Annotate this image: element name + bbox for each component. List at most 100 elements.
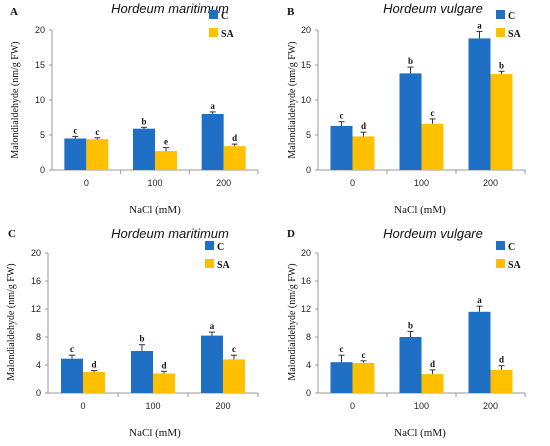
x-tick-label: 200	[215, 401, 230, 411]
significance-label: d	[430, 359, 435, 369]
x-tick-label: 100	[414, 178, 429, 188]
legend-swatch-c	[205, 241, 214, 250]
bar-c	[468, 38, 491, 171]
significance-label: d	[161, 360, 166, 370]
x-tick-label: 100	[414, 401, 429, 411]
x-axis-label: NaCl (mM)	[394, 427, 446, 439]
significance-label: b	[408, 320, 413, 330]
bar-sa	[83, 372, 105, 393]
legend-swatch-c	[209, 10, 218, 19]
chart-panel-c: C Hordeum maritimum048121620Malondialdehy…	[6, 226, 259, 439]
y-tick-label: 20	[301, 25, 311, 35]
x-tick-label: 0	[80, 401, 85, 411]
legend-label: SA	[221, 29, 235, 40]
y-axis-label: Malondialdehyde (nm/g FW)	[10, 41, 21, 158]
legend-swatch-c	[496, 241, 505, 250]
y-tick-label: 0	[36, 388, 41, 398]
y-tick-label: 12	[31, 304, 41, 314]
bar-sa	[352, 136, 375, 170]
bar-c	[201, 335, 223, 393]
chart-title: Hordeum maritimum	[111, 1, 229, 16]
significance-label: d	[361, 121, 366, 131]
bar-c	[201, 114, 224, 170]
y-tick-label: 10	[35, 95, 45, 105]
significance-label: d	[91, 360, 96, 370]
bar-c	[64, 138, 87, 170]
significance-label: c	[362, 350, 366, 360]
x-tick-label: 100	[147, 178, 162, 188]
legend: C SA	[205, 241, 231, 271]
x-tick-label: 100	[145, 401, 160, 411]
y-tick-label: 0	[306, 165, 311, 175]
significance-label: a	[477, 295, 482, 305]
bar-c	[330, 125, 353, 170]
bar-sa	[490, 369, 513, 393]
significance-label: c	[340, 111, 344, 121]
y-tick-label: 0	[306, 388, 311, 398]
y-tick-label: 4	[36, 360, 41, 370]
significance-label: b	[141, 116, 146, 126]
y-tick-label: 12	[301, 304, 311, 314]
bar-sa	[223, 146, 246, 170]
y-tick-label: 8	[306, 332, 311, 342]
y-tick-label: 20	[301, 248, 311, 258]
bar-c	[131, 351, 153, 393]
legend-swatch-sa	[209, 28, 218, 37]
significance-label: a	[210, 101, 215, 111]
y-tick-label: 4	[306, 360, 311, 370]
panel-label: B	[287, 6, 295, 18]
legend-label: SA	[508, 260, 522, 271]
chart-title: Hordeum vulgare	[383, 226, 483, 241]
chart-title: Hordeum maritimum	[111, 226, 229, 241]
bar-sa	[223, 359, 245, 393]
x-axis-label: NaCl (mM)	[129, 427, 181, 439]
bar-c	[468, 311, 491, 393]
legend-label: SA	[217, 260, 231, 271]
legend: C SA	[496, 241, 522, 271]
bar-sa	[153, 373, 175, 393]
bar-c	[133, 128, 155, 170]
x-tick-label: 0	[350, 178, 355, 188]
bar-sa	[490, 74, 513, 170]
legend-swatch-sa	[496, 259, 505, 268]
y-tick-label: 16	[31, 276, 41, 286]
bar-c	[330, 362, 353, 393]
chart-panel-b: B Hordeum vulgare 0 5 10 15 20Malondialdehyde …	[287, 1, 526, 216]
significance-label: a	[477, 20, 482, 30]
chart-panel-d: D Hordeum vulgare 0 4 8 12 16 20Malondialdehyde…	[287, 226, 526, 439]
bar-sa	[421, 123, 444, 170]
bar-sa	[352, 362, 375, 393]
y-axis-label: Malondialdehyde (nm/g FW)	[287, 263, 298, 380]
legend-swatch-sa	[496, 28, 505, 37]
legend-swatch-c	[496, 10, 505, 19]
legend: C SA	[496, 10, 522, 40]
significance-label: c	[431, 108, 435, 118]
y-tick-label: 5	[306, 130, 311, 140]
legend-label: C	[508, 11, 515, 22]
y-tick-label: 5	[40, 130, 45, 140]
chart-title: Hordeum vulgare	[383, 1, 483, 16]
significance-label: b	[408, 56, 413, 66]
significance-label: c	[95, 127, 99, 137]
significance-label: d	[232, 133, 237, 143]
x-axis-label: NaCl (mM)	[394, 204, 446, 216]
chart-panel-a: A Hordeum maritimum 0 5 10 15 20 Malondialdehyd…	[10, 1, 259, 216]
legend-label: C	[217, 242, 224, 253]
bar-sa	[155, 151, 177, 170]
y-tick-label: 0	[40, 165, 45, 175]
bar-c	[399, 337, 422, 393]
y-tick-label: 16	[301, 276, 311, 286]
significance-label: d	[499, 355, 504, 365]
significance-label: a	[210, 321, 215, 331]
significance-label: c	[73, 125, 77, 135]
significance-label: e	[164, 137, 168, 147]
panel-label: A	[10, 6, 18, 18]
x-tick-label: 200	[216, 178, 231, 188]
bar-c	[399, 73, 422, 170]
panel-label: C	[8, 228, 16, 240]
y-axis-label: Malondialdehyde (nm/g FW)	[287, 41, 298, 158]
y-tick-label: 10	[301, 95, 311, 105]
significance-label: c	[232, 344, 236, 354]
significance-label: c	[340, 344, 344, 354]
